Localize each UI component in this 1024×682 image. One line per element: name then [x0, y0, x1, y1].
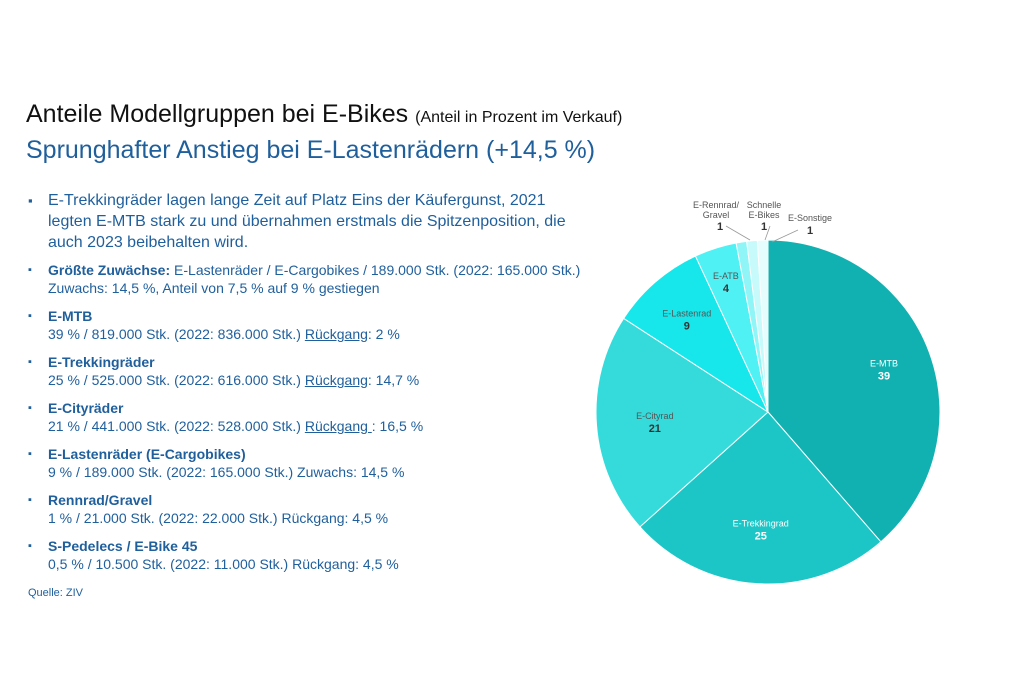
bullet-text-end: : 16,5 % — [371, 418, 424, 434]
slice-value-label: 1 — [761, 221, 767, 233]
bullet-e-mtb: E-MTB 39 % / 819.000 Stk. (2022: 836.000… — [28, 307, 588, 343]
bullet-head: Größte Zuwächse: — [48, 262, 171, 278]
bullet-text: E-Lastenräder / E-Cargobikes / 189.000 S… — [48, 262, 581, 296]
change-word: Rückgang — [304, 418, 372, 434]
slice-label: Schnelle — [747, 200, 782, 210]
intro-bullet: E-Trekkingräder lagen lange Zeit auf Pla… — [28, 190, 588, 253]
bullet-text: 0,5 % / 10.500 Stk. (2022: 11.000 Stk.) … — [48, 556, 399, 572]
bullet-text-end: : 14,7 % — [367, 372, 420, 388]
slice-label: E-Trekkingrad — [733, 519, 789, 529]
slice-value-label: 9 — [684, 321, 690, 333]
chart-subtitle: Sprunghafter Anstieg bei E-Lastenrädern … — [26, 136, 596, 164]
source-note: Quelle: ZIV — [28, 587, 84, 599]
change-word: Rückgang — [304, 326, 368, 342]
slice-value-label: 25 — [755, 531, 767, 543]
bullet-list: E-Trekkingräder lagen lange Zeit auf Pla… — [28, 190, 588, 583]
pie-slice-e-trekkingrad — [639, 411, 882, 585]
chart-title: Anteile Modellgruppen bei E-Bikes (Antei… — [26, 100, 622, 129]
pie-slice-e-sonstige — [756, 239, 769, 413]
bullet-road-gravel: Rennrad/Gravel 1 % / 21.000 Stk. (2022: … — [28, 491, 588, 527]
bullet-head: E-Lastenräder (E-Cargobikes) — [48, 446, 246, 462]
bullet-head: E-Trekkingräder — [48, 354, 155, 370]
leader-line — [771, 229, 799, 243]
slice-value-label: 21 — [649, 423, 661, 435]
bullet-head: E-MTB — [48, 308, 93, 324]
pie-slice-e-lastenrad — [623, 255, 770, 414]
change-word: Rückgang — [304, 372, 368, 388]
slice-value-label: 39 — [878, 371, 890, 383]
leader-line — [725, 225, 751, 241]
bullet-text: 25 % / 525.000 Stk. (2022: 616.000 Stk.) — [48, 372, 305, 388]
bullet-text: 9 % / 189.000 Stk. (2022: 165.000 Stk.) … — [48, 464, 405, 480]
slice-label: Gravel — [703, 210, 730, 220]
bullet-text-end: : 2 % — [367, 326, 400, 342]
bullet-e-trekking: E-Trekkingräder 25 % / 525.000 Stk. (202… — [28, 353, 588, 389]
bullet-biggest-growth: Größte Zuwächse: E-Lastenräder / E-Cargo… — [28, 261, 588, 297]
leader-line — [764, 225, 771, 241]
slice-label: E-Lastenrad — [662, 309, 711, 319]
bullet-head: E-Cityräder — [48, 400, 124, 416]
title-main: Anteile Modellgruppen bei E-Bikes — [26, 100, 409, 128]
slice-label: E-Bikes — [748, 210, 780, 220]
bullet-text: 39 % / 819.000 Stk. (2022: 836.000 Stk.) — [48, 326, 305, 342]
slice-value-label: 1 — [807, 225, 813, 237]
slice-label: E-Sonstige — [788, 213, 832, 223]
bullet-head: S-Pedelecs / E-Bike 45 — [48, 538, 198, 554]
slice-label: E-Cityrad — [636, 411, 674, 421]
bullet-s-pedelec: S-Pedelecs / E-Bike 45 0,5 % / 10.500 St… — [28, 537, 588, 573]
title-note: (Anteil in Prozent im Verkauf) — [415, 109, 623, 126]
pie-slice-e-mtb — [767, 239, 941, 543]
bullet-e-city: E-Cityräder 21 % / 441.000 Stk. (2022: 5… — [28, 399, 588, 435]
pie-slice-e-cityrad — [595, 317, 769, 528]
slice-value-label: 4 — [723, 283, 730, 295]
slice-value-label: 1 — [717, 221, 723, 233]
bullet-e-cargo: E-Lastenräder (E-Cargobikes) 9 % / 189.0… — [28, 445, 588, 481]
bullet-head: Rennrad/Gravel — [48, 492, 153, 508]
slice-label: E-Rennrad/ — [693, 200, 740, 210]
slice-label: E-ATB — [713, 271, 739, 281]
pie-chart: E-MTB 39 E-Trekkingrad 25 E-Cityrad 21 E-Laste… — [595, 200, 941, 585]
slice-label: E-MTB — [870, 359, 898, 369]
bullet-text: 21 % / 441.000 Stk. (2022: 528.000 Stk.) — [48, 418, 305, 434]
bullet-text: 1 % / 21.000 Stk. (2022: 22.000 Stk.) Rü… — [48, 510, 389, 526]
